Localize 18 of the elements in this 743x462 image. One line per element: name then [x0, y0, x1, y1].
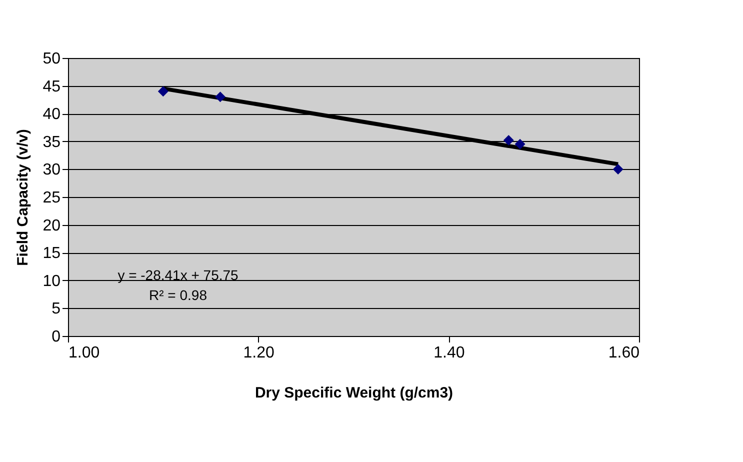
y-tick-label: 30	[42, 162, 61, 179]
x-tick-label: 1.00	[68, 344, 100, 362]
y-tick-label: 0	[52, 328, 61, 346]
x-axis-title: Dry Specific Weight (g/cm3)	[254, 384, 454, 402]
y-tick-label: 20	[42, 217, 61, 234]
y-tick-label: 25	[42, 190, 61, 206]
y-tick-label: 5	[52, 300, 61, 318]
y-tick-label: 10	[42, 272, 61, 290]
y-tick-label: 15	[42, 245, 61, 262]
x-tick-label: 1.20	[243, 344, 275, 362]
y-tick-label: 45	[42, 78, 61, 96]
y-axis-title: Field Capacity (v/v)	[14, 129, 32, 266]
x-tick-label: 1.40	[434, 344, 465, 362]
annotation: R² = 0.98	[149, 287, 208, 303]
y-tick-label: 35	[42, 134, 61, 151]
x-tick-label: 1.60	[608, 344, 640, 362]
y-tick-label: 50	[42, 50, 61, 68]
y-tick-label: 40	[42, 106, 61, 124]
